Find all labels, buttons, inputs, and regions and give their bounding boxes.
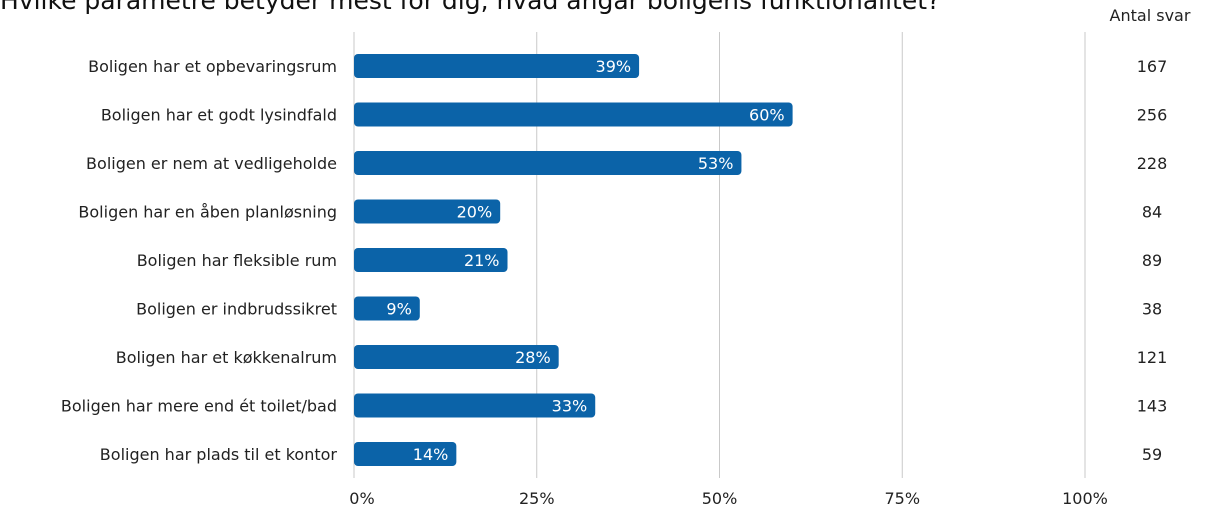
- answer-count: 143: [1137, 397, 1168, 416]
- category-label: Boligen er indbrudssikret: [136, 300, 337, 319]
- x-tick-label: 75%: [884, 489, 920, 508]
- answer-count: 228: [1137, 154, 1168, 173]
- bar: [354, 345, 559, 369]
- category-label: Boligen har et køkkenalrum: [116, 348, 337, 367]
- bar-value-label: 14%: [413, 445, 449, 464]
- category-label: Boligen har fleksible rum: [137, 251, 337, 270]
- answer-count: 89: [1142, 251, 1162, 270]
- count-column-header: Antal svar: [1109, 6, 1191, 25]
- bar: [354, 442, 457, 466]
- bar: [354, 393, 596, 418]
- bar-value-label: 53%: [698, 154, 734, 173]
- category-label: Boligen har mere end ét toilet/bad: [61, 397, 337, 416]
- bar-value-label: 21%: [464, 251, 500, 270]
- answer-count: 121: [1137, 348, 1168, 367]
- category-label: Boligen har en åben planløsning: [78, 203, 337, 222]
- category-label: Boligen har et opbevaringsrum: [88, 57, 337, 76]
- category-label: Boligen har et godt lysindfald: [101, 106, 337, 125]
- bar: [354, 151, 742, 175]
- answer-count: 38: [1142, 300, 1162, 319]
- bar-value-label: 39%: [596, 57, 632, 76]
- x-tick-label: 50%: [702, 489, 738, 508]
- category-label: Boligen har plads til et kontor: [100, 445, 338, 464]
- x-tick-label: 0%: [349, 489, 374, 508]
- bar: [354, 199, 501, 224]
- answer-count: 167: [1137, 57, 1168, 76]
- x-tick-label: 25%: [519, 489, 555, 508]
- bar: [354, 248, 508, 272]
- x-tick-label: 100%: [1062, 489, 1108, 508]
- bar-value-label: 9%: [386, 300, 411, 319]
- bar: [354, 54, 640, 78]
- bar-value-label: 33%: [552, 397, 588, 416]
- category-label: Boligen er nem at vedligeholde: [86, 154, 337, 173]
- answer-count: 256: [1137, 106, 1168, 125]
- bar-value-label: 28%: [515, 348, 551, 367]
- bar-value-label: 60%: [749, 106, 785, 125]
- answer-count: 84: [1142, 203, 1162, 222]
- bar: [354, 102, 793, 127]
- chart-title: Hvilke parametre betyder mest for dig, h…: [0, 0, 941, 15]
- bar: [354, 296, 420, 321]
- bar-value-label: 20%: [457, 203, 493, 222]
- answer-count: 59: [1142, 445, 1162, 464]
